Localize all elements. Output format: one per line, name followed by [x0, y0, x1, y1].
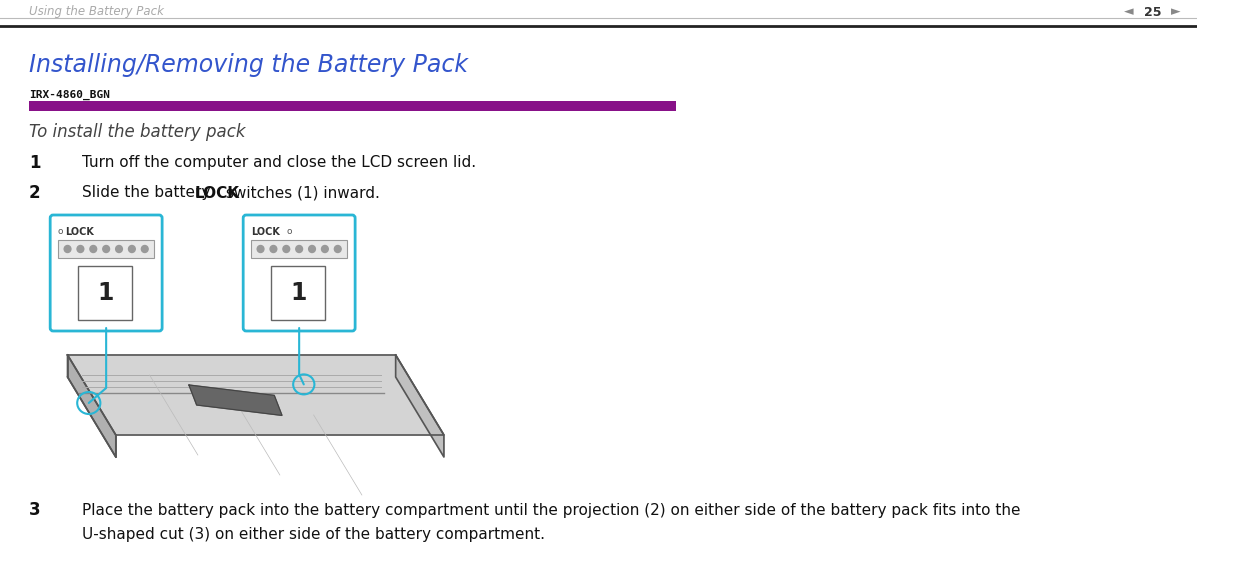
Circle shape	[64, 245, 71, 252]
Text: ◄: ◄	[1125, 5, 1133, 19]
Text: IRX-4860_BGN: IRX-4860_BGN	[29, 90, 110, 100]
Text: switches (1) inward.: switches (1) inward.	[221, 186, 381, 201]
Polygon shape	[188, 385, 281, 415]
Text: Turn off the computer and close the LCD screen lid.: Turn off the computer and close the LCD …	[82, 155, 476, 171]
Circle shape	[91, 245, 97, 252]
FancyBboxPatch shape	[243, 215, 355, 331]
Text: 2: 2	[29, 184, 41, 202]
Polygon shape	[396, 355, 444, 457]
Circle shape	[103, 245, 109, 252]
Circle shape	[309, 245, 315, 252]
Text: Place the battery pack into the battery compartment until the projection (2) on : Place the battery pack into the battery …	[82, 502, 1021, 517]
Text: LOCK: LOCK	[66, 227, 94, 237]
Circle shape	[296, 245, 303, 252]
Text: 3: 3	[29, 501, 41, 519]
FancyBboxPatch shape	[272, 266, 325, 320]
Text: o: o	[286, 227, 293, 237]
Text: 1: 1	[29, 154, 41, 172]
FancyBboxPatch shape	[250, 240, 347, 258]
Circle shape	[321, 245, 329, 252]
Circle shape	[115, 245, 123, 252]
Circle shape	[77, 245, 84, 252]
Text: Using the Battery Pack: Using the Battery Pack	[29, 5, 164, 19]
Text: 1: 1	[290, 281, 306, 305]
Text: ►: ►	[1171, 5, 1180, 19]
Text: LOCK: LOCK	[195, 186, 239, 201]
Circle shape	[283, 245, 290, 252]
FancyBboxPatch shape	[58, 240, 155, 258]
Polygon shape	[67, 355, 444, 435]
Polygon shape	[67, 355, 115, 457]
Text: 1: 1	[97, 281, 113, 305]
Text: 25: 25	[1145, 5, 1162, 19]
Circle shape	[129, 245, 135, 252]
Circle shape	[141, 245, 148, 252]
Circle shape	[270, 245, 277, 252]
Text: Installing/Removing the Battery Pack: Installing/Removing the Battery Pack	[29, 53, 467, 77]
Circle shape	[257, 245, 264, 252]
Text: To install the battery pack: To install the battery pack	[29, 123, 246, 141]
Text: o: o	[58, 227, 63, 237]
Text: U-shaped cut (3) on either side of the battery compartment.: U-shaped cut (3) on either side of the b…	[82, 527, 546, 542]
Text: LOCK: LOCK	[250, 227, 280, 237]
FancyBboxPatch shape	[29, 101, 676, 111]
Circle shape	[335, 245, 341, 252]
FancyBboxPatch shape	[78, 266, 133, 320]
Text: Slide the battery: Slide the battery	[82, 186, 216, 201]
FancyBboxPatch shape	[50, 215, 162, 331]
